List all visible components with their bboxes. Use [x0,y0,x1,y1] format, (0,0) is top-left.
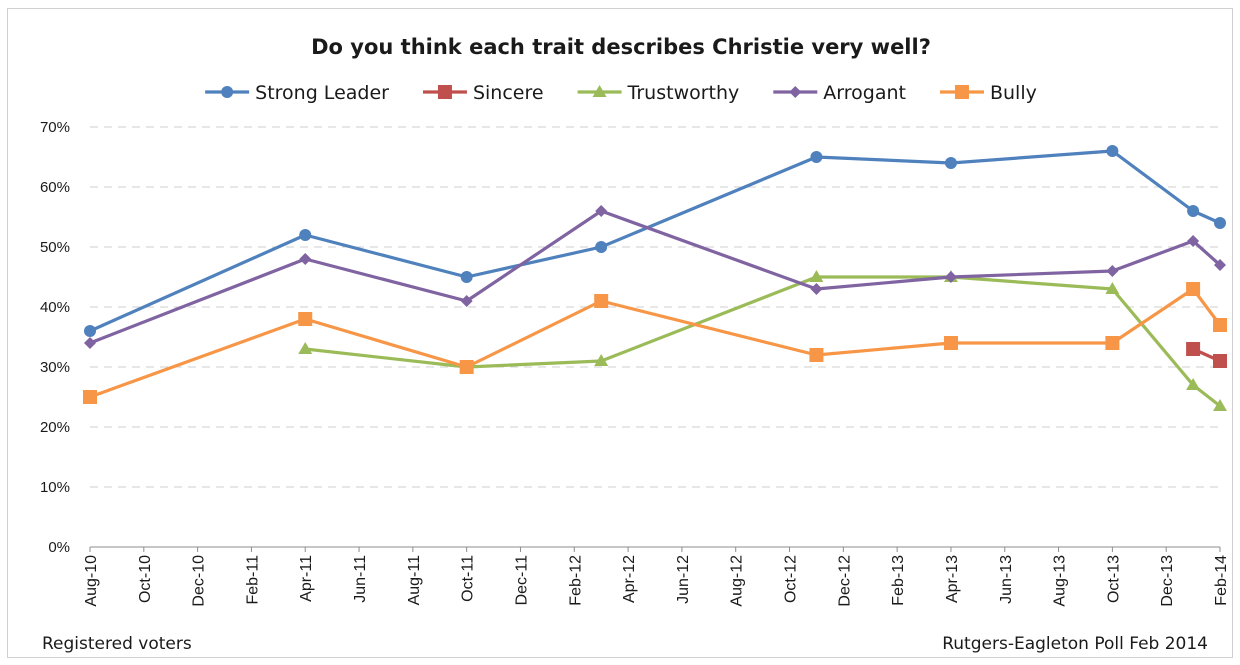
series-trustworthy [298,270,1227,411]
x-tick-label: Dec-13 [1159,555,1176,607]
x-tick-label: Dec-10 [191,555,208,607]
legend-label: Arrogant [823,82,906,104]
legend-item-bully: Bully [939,82,1037,104]
data-point-bully [298,312,313,326]
data-point-arrogant [460,295,473,307]
data-point-arrogant [1187,235,1200,247]
data-point-sincere [1186,342,1201,356]
data-point-trustworthy [809,270,824,282]
line-chart: Do you think each trait describes Christ… [40,35,1230,654]
data-point-trustworthy [1186,378,1201,390]
series-group [83,145,1227,411]
legend-marker [954,85,969,99]
x-tick-label: Oct-13 [1105,555,1122,603]
y-tick-label: 50% [40,239,70,256]
y-tick-label: 0% [48,539,70,556]
data-point-sincere [1213,354,1227,368]
x-tick-label: Aug-12 [729,555,746,607]
data-point-bully [83,390,97,404]
legend-marker [592,85,607,97]
gridlines [90,126,1220,488]
legend-marker [789,86,802,98]
data-point-strong-leader [810,151,823,163]
series-bully [83,282,1227,404]
series-arrogant [84,205,1226,349]
data-point-arrogant [595,205,608,217]
x-tick-label: Dec-11 [513,555,530,605]
series-line-trustworthy [305,275,1221,408]
data-point-strong-leader [1214,217,1226,229]
x-tick-label: Jun-11 [352,555,369,603]
y-tick-label: 40% [40,299,70,316]
data-point-strong-leader [944,157,957,169]
data-point-arrogant [299,253,312,265]
data-point-arrogant [1214,259,1226,271]
legend-label: Trustworthy [627,82,740,104]
x-tick-label: Apr-13 [944,555,961,603]
chart-title: Do you think each trait describes Christ… [311,35,931,59]
data-point-bully [1105,336,1120,350]
data-point-trustworthy [298,342,313,354]
x-tick-label: Feb-13 [890,555,907,606]
y-tick-label: 60% [40,179,70,196]
data-point-arrogant [810,283,823,295]
x-tick-label: Feb-12 [567,555,584,606]
legend-item-strong-leader: Strong Leader [205,82,389,104]
data-point-bully [1186,282,1201,296]
y-tick-label: 30% [40,359,70,376]
data-point-strong-leader [1187,205,1200,217]
x-tick-label: Dec-12 [836,555,853,607]
legend-marker [437,85,452,99]
data-point-bully [1213,318,1227,332]
series-strong-leader [84,145,1226,337]
data-point-strong-leader [595,241,608,253]
x-tick-label: Oct-10 [137,555,154,603]
series-line-arrogant [89,209,1222,345]
data-point-bully [459,360,474,374]
x-tick-label: Jun-12 [675,555,692,604]
footnote-left: Registered voters [42,634,192,654]
data-point-strong-leader [1106,145,1119,157]
x-tick-label: Oct-12 [783,555,800,603]
data-point-arrogant [944,271,957,283]
data-point-arrogant [84,337,96,349]
legend-item-trustworthy: Trustworthy [577,82,740,104]
x-tick-label: Apr-12 [621,555,638,603]
chart-frame: Do you think each trait describes Christ… [7,8,1233,658]
y-tick-label: 10% [40,479,70,496]
data-point-trustworthy [1213,399,1227,411]
x-tick-label: Feb-11 [244,555,261,605]
x-tick-label: Aug-11 [406,555,423,606]
data-point-strong-leader [84,325,96,337]
footnote-right: Rutgers-Eagleton Poll Feb 2014 [942,634,1208,654]
data-point-trustworthy [1105,282,1120,294]
data-point-strong-leader [299,229,312,241]
data-point-strong-leader [460,271,473,283]
series-sincere [1186,342,1227,368]
y-tick-label: 20% [40,419,70,436]
legend-item-arrogant: Arrogant [773,82,906,104]
x-axis-ticks: Aug-10 Oct-10 Dec-10 Feb-11 Apr-11 Jun-11 Aug-… [83,547,1230,607]
series-line-bully [89,287,1222,399]
legend-marker [221,86,234,98]
legend-label: Bully [990,82,1037,104]
legend-item-sincere: Sincere [422,82,544,104]
y-axis-ticks: 0% 10% 20% 30% 40% 50% 60% 70% [40,119,70,556]
x-tick-label: Jun-13 [998,555,1015,604]
data-point-bully [943,336,958,350]
legend: Strong Leader Sincere Trustworthy Arrogant B… [205,82,1037,104]
legend-label: Strong Leader [255,82,389,104]
x-tick-label: Feb-14 [1213,555,1230,606]
legend-label: Sincere [473,82,544,104]
x-tick-label: Aug-10 [83,555,100,607]
data-point-trustworthy [594,354,609,366]
x-tick-label: Oct-11 [460,555,477,602]
x-tick-label: Apr-11 [298,555,315,602]
y-tick-label: 70% [40,119,70,136]
data-point-arrogant [1106,265,1119,277]
x-tick-label: Aug-13 [1052,555,1069,607]
data-point-bully [809,348,824,362]
series-line-strong-leader [89,149,1221,333]
data-point-bully [594,294,609,308]
